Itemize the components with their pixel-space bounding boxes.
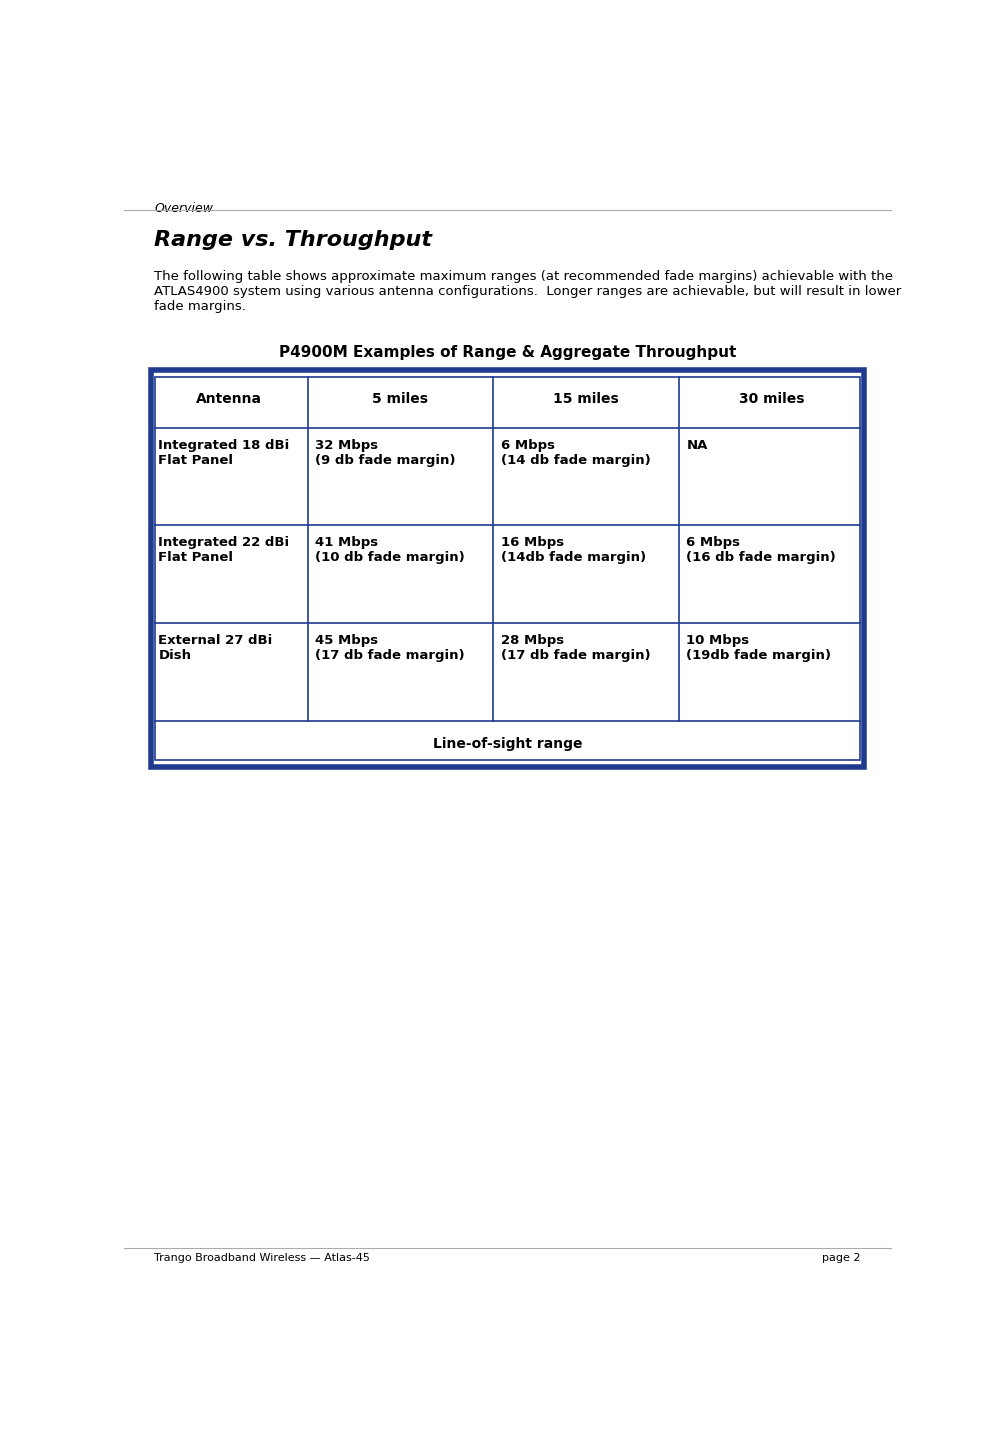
Text: 10 Mbps
(19db fade margin): 10 Mbps (19db fade margin) bbox=[686, 634, 832, 662]
Text: NA: NA bbox=[686, 439, 708, 452]
Text: 30 miles: 30 miles bbox=[739, 392, 804, 406]
Text: Range vs. Throughput: Range vs. Throughput bbox=[154, 230, 433, 251]
Text: 15 miles: 15 miles bbox=[553, 392, 619, 406]
Text: P4900M Examples of Range & Aggregate Throughput: P4900M Examples of Range & Aggregate Thr… bbox=[279, 344, 736, 360]
Bar bbox=[155, 377, 859, 760]
Text: 6 Mbps
(14 db fade margin): 6 Mbps (14 db fade margin) bbox=[501, 439, 650, 467]
Text: 6 Mbps
(16 db fade margin): 6 Mbps (16 db fade margin) bbox=[686, 537, 836, 564]
Text: 41 Mbps
(10 db fade margin): 41 Mbps (10 db fade margin) bbox=[315, 537, 465, 564]
Text: Integrated 22 dBi
Flat Panel: Integrated 22 dBi Flat Panel bbox=[158, 537, 289, 564]
Text: Trango Broadband Wireless — Atlas-45: Trango Broadband Wireless — Atlas-45 bbox=[154, 1253, 370, 1263]
Text: Integrated 18 dBi
Flat Panel: Integrated 18 dBi Flat Panel bbox=[158, 439, 289, 467]
Text: The following table shows approximate maximum ranges (at recommended fade margin: The following table shows approximate ma… bbox=[154, 271, 902, 314]
Text: page 2: page 2 bbox=[822, 1253, 860, 1263]
Text: Overview: Overview bbox=[154, 202, 214, 215]
Text: Line-of-sight range: Line-of-sight range bbox=[433, 737, 582, 750]
Text: 5 miles: 5 miles bbox=[372, 392, 429, 406]
Text: 45 Mbps
(17 db fade margin): 45 Mbps (17 db fade margin) bbox=[315, 634, 465, 662]
Text: Antenna: Antenna bbox=[196, 392, 262, 406]
Text: 16 Mbps
(14db fade margin): 16 Mbps (14db fade margin) bbox=[501, 537, 645, 564]
Bar bbox=[150, 370, 864, 768]
Text: 32 Mbps
(9 db fade margin): 32 Mbps (9 db fade margin) bbox=[315, 439, 455, 467]
Text: 28 Mbps
(17 db fade margin): 28 Mbps (17 db fade margin) bbox=[501, 634, 650, 662]
Text: External 27 dBi
Dish: External 27 dBi Dish bbox=[158, 634, 272, 662]
